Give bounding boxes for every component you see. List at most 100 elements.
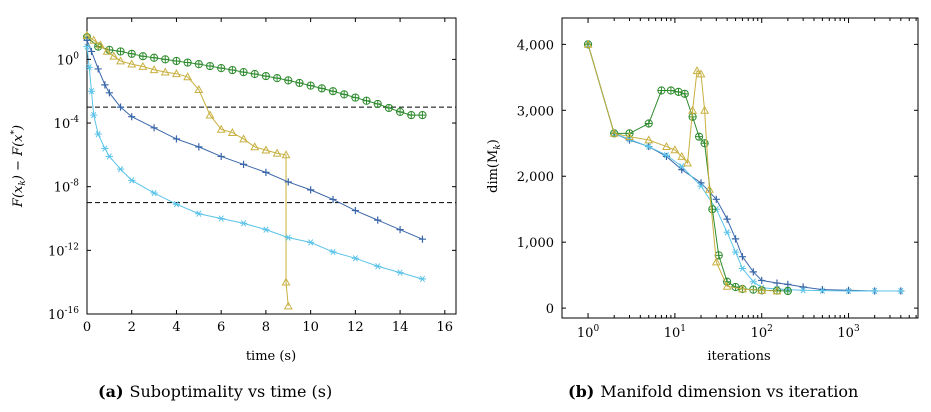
data-point	[662, 151, 671, 159]
data-point	[712, 195, 720, 203]
data-point	[262, 226, 270, 233]
data-point	[340, 90, 349, 99]
x-tick-label: 102	[751, 324, 773, 341]
x-tick-label: 101	[664, 324, 686, 341]
data-point	[87, 88, 96, 95]
data-point	[272, 74, 282, 83]
data-point	[731, 235, 740, 243]
data-point	[172, 201, 181, 208]
data-point	[116, 47, 125, 56]
data-point	[692, 66, 702, 75]
data-point	[396, 269, 404, 276]
data-point	[418, 235, 427, 243]
panel-b-x-axis-label: iterations	[707, 349, 770, 364]
data-point	[714, 251, 723, 260]
data-point	[94, 65, 102, 73]
data-point	[83, 43, 91, 50]
data-point	[194, 60, 203, 69]
data-point	[677, 151, 687, 160]
data-point	[183, 72, 193, 81]
data-point	[351, 255, 359, 262]
data-point	[688, 105, 698, 114]
panel-b-series	[583, 39, 905, 296]
data-point	[127, 59, 137, 68]
data-point	[195, 210, 203, 217]
y-tick-label: 4,000	[517, 38, 554, 53]
data-point	[694, 132, 704, 141]
data-point	[723, 215, 731, 223]
series-line	[86, 46, 423, 280]
panel-a-reference-lines	[87, 106, 456, 204]
data-point	[670, 145, 680, 154]
data-point	[284, 234, 292, 241]
data-point	[94, 130, 102, 138]
caption-b-text: Manifold dimension vs iteration	[600, 382, 859, 401]
data-point	[105, 89, 113, 97]
data-point	[329, 248, 337, 256]
data-point	[161, 55, 170, 64]
data-point	[799, 287, 807, 294]
data-point	[328, 87, 338, 96]
panel-b-y-ticks: 0 1,000 2,000 3,000 4,000	[517, 38, 918, 317]
data-point	[217, 152, 225, 161]
data-point	[172, 135, 181, 143]
data-point	[272, 148, 282, 157]
data-point	[150, 124, 158, 132]
data-point	[149, 65, 159, 74]
data-point	[239, 134, 248, 143]
data-point	[239, 160, 248, 169]
data-point	[227, 127, 237, 136]
caption-a: (a) Suboptimality vs time (s)	[98, 382, 332, 401]
data-point	[284, 178, 292, 186]
caption-b-tag: (b)	[568, 382, 595, 401]
data-point	[160, 67, 170, 76]
data-point	[284, 76, 293, 85]
series-lightblue	[83, 43, 427, 283]
data-point	[194, 84, 204, 93]
data-point	[609, 128, 619, 137]
data-point	[195, 143, 203, 151]
data-point	[407, 110, 416, 120]
data-point	[307, 239, 315, 246]
data-point	[738, 265, 747, 272]
data-point	[772, 286, 782, 295]
data-point	[374, 263, 382, 270]
panel-a-y-axis-label: F(xk) − F(x*)	[10, 125, 28, 208]
data-point	[396, 226, 404, 234]
data-point	[150, 189, 158, 197]
x-tick-label: 8	[262, 320, 270, 335]
data-point	[295, 78, 304, 88]
data-point	[217, 215, 225, 222]
data-point	[109, 51, 119, 60]
data-point	[261, 145, 271, 154]
data-point	[116, 56, 125, 65]
data-point	[261, 71, 271, 81]
data-point	[101, 145, 109, 152]
data-point	[737, 284, 747, 293]
data-point	[307, 186, 315, 194]
x-tick-label: 10	[302, 320, 319, 335]
data-point	[418, 110, 427, 120]
x-tick-label: 0	[83, 320, 91, 335]
data-point	[183, 58, 192, 67]
data-point	[127, 49, 136, 58]
data-point	[657, 86, 666, 95]
series-lightblue	[584, 41, 905, 295]
panel-a-y-ticks: 100 10-4 10-8 10-12 10-16	[48, 51, 456, 323]
data-point	[216, 124, 226, 133]
data-point	[362, 96, 371, 105]
data-point	[116, 103, 125, 111]
data-point	[704, 184, 714, 193]
series-darkblue	[83, 36, 427, 243]
data-point	[149, 53, 159, 62]
caption-a-text: Suboptimality vs time (s)	[129, 382, 333, 401]
data-point	[645, 143, 653, 150]
panel-a: 0 2 4 6 8 10 12 14 16 100 10-4 10-8 10-12 10-16 time…	[10, 17, 457, 364]
data-point	[758, 276, 766, 285]
data-point	[317, 84, 326, 93]
x-tick-label: 12	[347, 320, 364, 335]
data-point	[89, 35, 99, 44]
data-point	[644, 135, 654, 144]
panel-a-x-axis-label: time (s)	[246, 349, 296, 364]
